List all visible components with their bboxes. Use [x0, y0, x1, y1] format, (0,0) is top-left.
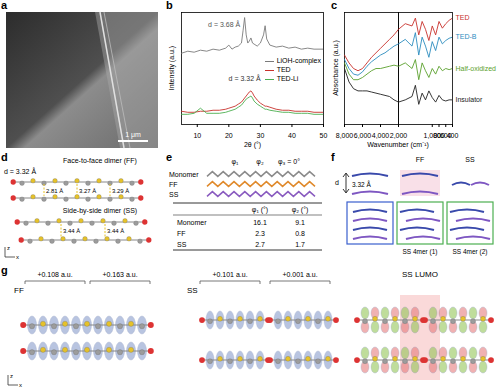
svg-text:20: 20 — [225, 132, 233, 139]
svg-text:+0.163 a.u.: +0.163 a.u. — [102, 271, 137, 278]
svg-text:SS: SS — [169, 191, 179, 198]
svg-text:6,000: 6,000 — [354, 132, 372, 139]
svg-text:d = 3.32 Å: d = 3.32 Å — [4, 167, 36, 175]
svg-text:FF: FF — [14, 286, 24, 295]
svg-text:z: z — [10, 373, 13, 379]
svg-text:3.44 Å: 3.44 Å — [107, 228, 124, 234]
svg-text:TED: TED — [456, 14, 470, 21]
svg-text:SS LUMO: SS LUMO — [402, 270, 438, 279]
html-text:d: d — [1, 151, 8, 163]
svg-text:+0.108 a.u.: +0.108 a.u. — [37, 271, 72, 278]
svg-text:3.44 Å: 3.44 Å — [63, 228, 80, 234]
svg-text:d = 3.68 Å: d = 3.68 Å — [208, 20, 240, 28]
svg-text:10: 10 — [193, 132, 201, 139]
svg-text:1.7: 1.7 — [295, 241, 305, 248]
svg-text:φ₂: φ₂ — [256, 158, 264, 166]
html-text:TED: TED — [276, 66, 291, 73]
svg-text:FF: FF — [169, 181, 178, 188]
svg-text:Monomer: Monomer — [169, 171, 199, 178]
html-text:f: f — [331, 151, 335, 163]
svg-text:φ₂ (°): φ₂ (°) — [292, 206, 309, 214]
svg-text:2,000: 2,000 — [390, 132, 408, 139]
svg-text:φ₁ (°): φ₁ (°) — [252, 206, 268, 214]
svg-text:2.81 Å: 2.81 Å — [46, 188, 63, 194]
html-text:b: b — [166, 0, 173, 11]
html-text:TED-Li: TED-Li — [276, 75, 299, 82]
svg-text:d = 3.32 Å: d = 3.32 Å — [229, 74, 261, 82]
svg-text:SS: SS — [187, 286, 198, 295]
svg-text:φ₃ = 0°: φ₃ = 0° — [278, 158, 300, 166]
svg-text:SS 4mer (2): SS 4mer (2) — [452, 248, 487, 256]
svg-text:0.8: 0.8 — [295, 230, 305, 237]
html-text:Absorbance (a.u.): Absorbance (a.u.) — [332, 40, 339, 96]
svg-text:d: d — [335, 179, 339, 186]
svg-text:+0.101 a.u.: +0.101 a.u. — [212, 271, 247, 278]
html-text:a: a — [1, 0, 8, 11]
svg-text:4,000: 4,000 — [372, 132, 390, 139]
svg-text:FF: FF — [177, 230, 186, 237]
svg-text:φ₁: φ₁ — [232, 158, 240, 166]
svg-text:40: 40 — [288, 132, 296, 139]
svg-text:3.32 Å: 3.32 Å — [352, 180, 371, 188]
svg-text:8,000: 8,000 — [336, 132, 354, 139]
svg-text:3.29 Å: 3.29 Å — [112, 188, 129, 194]
svg-text:Monomer: Monomer — [177, 219, 207, 226]
svg-text:SS: SS — [177, 241, 187, 248]
svg-text:400: 400 — [447, 132, 459, 139]
html-text:c: c — [331, 0, 338, 11]
html-text:g: g — [1, 264, 8, 276]
svg-text:SS 4mer (1): SS 4mer (1) — [402, 248, 437, 256]
svg-text:+0.001 a.u.: +0.001 a.u. — [282, 271, 317, 278]
svg-text:2.7: 2.7 — [255, 241, 265, 248]
svg-text:x: x — [16, 254, 19, 260]
svg-text:Face-to-face dimer (FF): Face-to-face dimer (FF) — [63, 157, 137, 165]
svg-text:9.1: 9.1 — [295, 219, 305, 226]
svg-text:50: 50 — [320, 132, 328, 139]
svg-text:Half-oxidized: Half-oxidized — [456, 65, 497, 72]
svg-text:2θ (°): 2θ (°) — [244, 141, 261, 149]
svg-text:1 μm: 1 μm — [125, 131, 141, 139]
svg-text:16.1: 16.1 — [253, 219, 267, 226]
html-text:e: e — [166, 151, 173, 163]
svg-text:Insulator: Insulator — [456, 96, 484, 103]
svg-text:2.3: 2.3 — [255, 230, 265, 237]
svg-text:FF: FF — [416, 156, 425, 163]
svg-text:z: z — [7, 245, 10, 251]
svg-text:SS: SS — [465, 156, 475, 163]
html-text:LiOH-complex: LiOH-complex — [276, 57, 321, 64]
svg-text:TED-B: TED-B — [456, 33, 477, 40]
svg-text:Side-by-side dimer (SS): Side-by-side dimer (SS) — [63, 207, 137, 215]
html-text:Wavenumber (cm⁻¹): Wavenumber (cm⁻¹) — [367, 141, 429, 148]
html-text:Intensity (a.u.): Intensity (a.u.) — [168, 45, 175, 91]
svg-text:x: x — [19, 382, 22, 388]
svg-text:30: 30 — [256, 132, 264, 139]
svg-text:3.27 Å: 3.27 Å — [79, 188, 96, 194]
